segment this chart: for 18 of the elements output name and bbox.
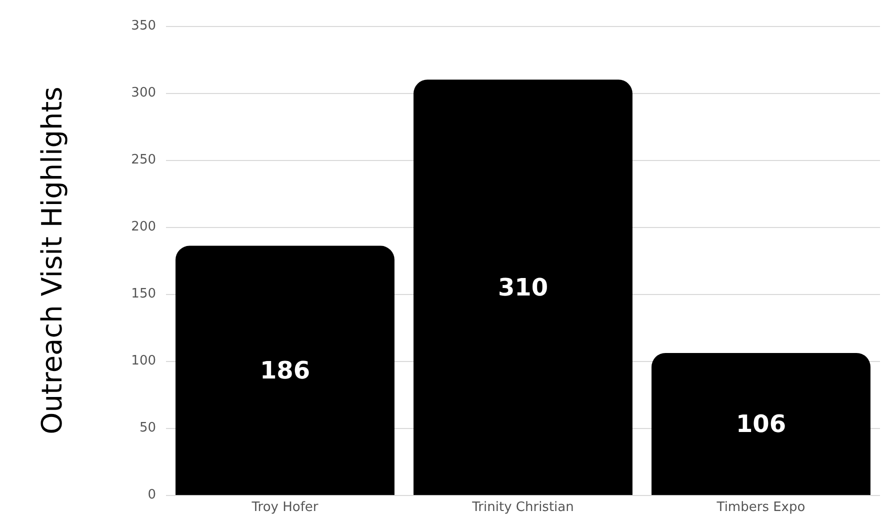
y-tick-label: 300 (131, 86, 156, 100)
y-tick-label: 350 (131, 18, 156, 34)
y-tick-label: 50 (139, 420, 156, 436)
x-tick-label: Troy Hofer (250, 500, 319, 515)
data-label: 186 (260, 356, 310, 384)
data-label: 310 (498, 273, 548, 302)
y-tick-label: 150 (131, 286, 156, 302)
x-tick-label: Trinity Christian (471, 500, 574, 515)
bar (414, 80, 632, 495)
y-tick-label: 250 (131, 152, 156, 168)
bar (176, 246, 394, 495)
y-tick-label: 0 (148, 488, 156, 502)
x-tick-label: Timbers Expo (716, 500, 806, 515)
bar (652, 352, 870, 495)
y-tick-label: 200 (131, 220, 156, 234)
y-tick-label: 100 (131, 354, 156, 368)
y-axis-title: Outreach Visit Highlights (36, 86, 68, 434)
data-label: 106 (736, 410, 786, 438)
